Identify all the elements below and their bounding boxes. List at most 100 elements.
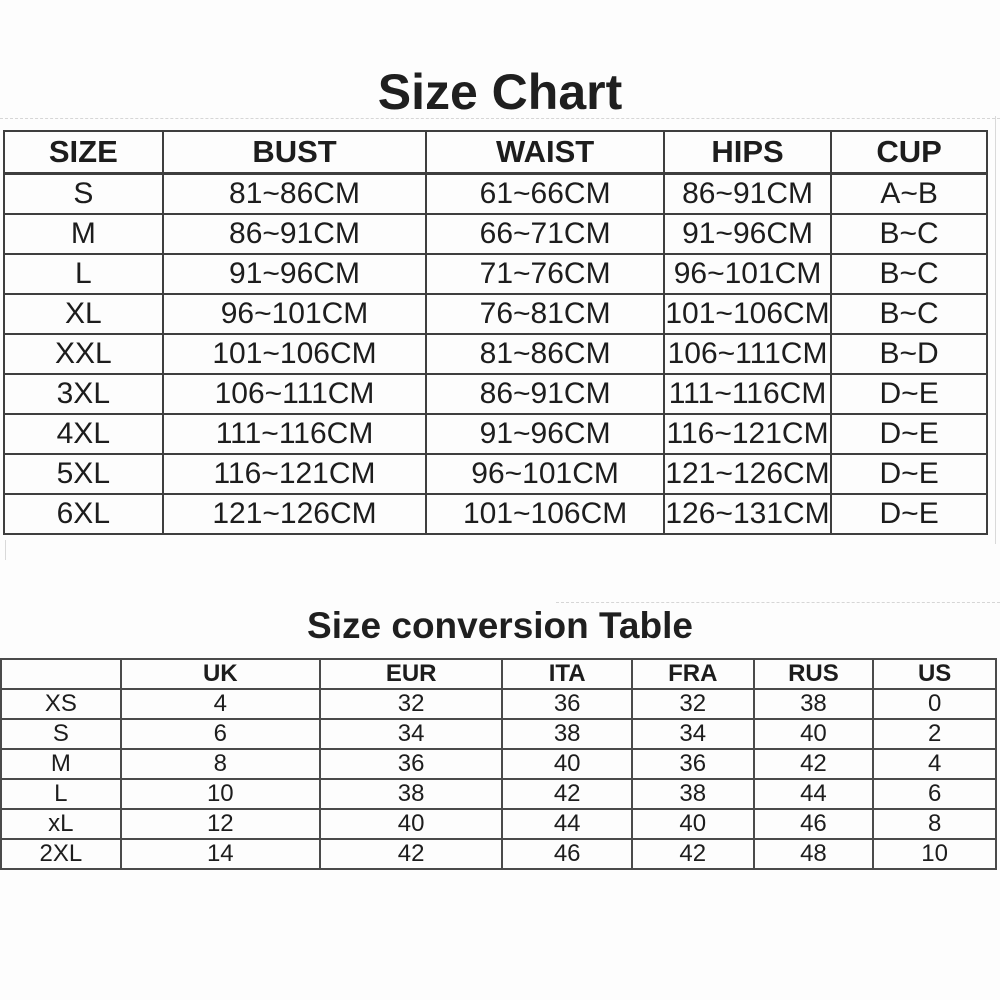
conversion-table: UK EUR ITA FRA RUS US XS 4 32 36 32 38 0 S 6 34 38 34 40 2…	[0, 658, 997, 870]
table-cell: 42	[752, 748, 875, 780]
row-label-cell: S	[0, 718, 122, 750]
table-cell: 48	[752, 838, 875, 870]
table-cell: 36	[501, 688, 633, 720]
table-cell: 32	[630, 688, 755, 720]
table-cell: D~E	[830, 413, 988, 455]
table-cell: 111~116CM	[662, 373, 833, 415]
row-label-cell: S	[3, 172, 164, 215]
table-cell: 116~121CM	[161, 453, 428, 495]
table-cell: 61~66CM	[425, 172, 665, 215]
column-header: HIPS	[662, 130, 833, 175]
table-cell: 40	[752, 718, 875, 750]
table-cell: 106~111CM	[662, 333, 833, 375]
faint-gridline-right	[995, 116, 996, 544]
column-header: BUST	[161, 130, 428, 175]
table-cell: 96~101CM	[425, 453, 665, 495]
table-row: xL 12 40 44 40 46 8	[0, 808, 997, 840]
table-cell: 42	[501, 778, 633, 810]
table-cell: 8	[872, 808, 997, 840]
table-cell: 76~81CM	[425, 293, 665, 335]
table-cell: 81~86CM	[425, 333, 665, 375]
table-cell: A~B	[830, 172, 988, 215]
size-chart-table: SIZE BUST WAIST HIPS CUP S 81~86CM 61~66CM 86~9…	[3, 130, 988, 535]
table-cell: 10	[119, 778, 321, 810]
table-cell: 36	[630, 748, 755, 780]
column-header: UK	[119, 658, 321, 690]
row-label-cell: M	[0, 748, 122, 780]
column-header: EUR	[318, 658, 504, 690]
table-cell: 40	[630, 808, 755, 840]
size-chart-title: Size Chart	[377, 64, 623, 120]
table-cell: 2	[872, 718, 997, 750]
row-label-cell: L	[3, 253, 164, 295]
table-cell: 34	[630, 718, 755, 750]
table-row: M 8 36 40 36 42 4	[0, 748, 997, 780]
table-cell: 66~71CM	[425, 213, 665, 255]
table-cell: 6	[119, 718, 321, 750]
table-cell: 86~91CM	[662, 172, 833, 215]
row-label-cell: 4XL	[3, 413, 164, 455]
table-row: 2XL 14 42 46 42 48 10	[0, 838, 997, 870]
row-label-cell: L	[0, 778, 122, 810]
table-cell: 10	[872, 838, 997, 870]
table-row: 4XL 111~116CM 91~96CM 116~121CM D~E	[3, 413, 988, 455]
row-label-cell: XXL	[3, 333, 164, 375]
faint-gridline-bottom-stub	[5, 540, 6, 560]
table-cell: 101~106CM	[161, 333, 428, 375]
table-cell: 91~96CM	[662, 213, 833, 255]
column-header: CUP	[830, 130, 988, 175]
conversion-table-title: Size conversion Table	[307, 605, 693, 646]
table-cell: 4	[119, 688, 321, 720]
size-chart-header: SIZE BUST WAIST HIPS CUP	[3, 130, 988, 175]
table-cell: D~E	[830, 453, 988, 495]
row-label-cell: XS	[0, 688, 122, 720]
table-cell: 106~111CM	[161, 373, 428, 415]
table-row: S 6 34 38 34 40 2	[0, 718, 997, 750]
conversion-table-header: UK EUR ITA FRA RUS US	[0, 658, 997, 690]
table-cell: B~C	[830, 213, 988, 255]
table-cell: 38	[630, 778, 755, 810]
table-cell: 36	[318, 748, 504, 780]
column-header: SIZE	[3, 130, 164, 175]
row-label-cell: 5XL	[3, 453, 164, 495]
column-header: FRA	[630, 658, 755, 690]
table-cell: 44	[501, 808, 633, 840]
table-cell: 12	[119, 808, 321, 840]
table-row: L 91~96CM 71~76CM 96~101CM B~C	[3, 253, 988, 295]
faint-gridline-top	[0, 118, 1000, 119]
table-row: 5XL 116~121CM 96~101CM 121~126CM D~E	[3, 453, 988, 495]
size-chart-body: S 81~86CM 61~66CM 86~91CM A~B M 86~91CM 66~71CM…	[3, 172, 988, 535]
table-cell: B~C	[830, 253, 988, 295]
table-cell: 111~116CM	[161, 413, 428, 455]
table-row: XXL 101~106CM 81~86CM 106~111CM B~D	[3, 333, 988, 375]
table-row: M 86~91CM 66~71CM 91~96CM B~C	[3, 213, 988, 255]
table-cell: 38	[501, 718, 633, 750]
row-label-cell: XL	[3, 293, 164, 335]
table-cell: 0	[872, 688, 997, 720]
table-row: L 10 38 42 38 44 6	[0, 778, 997, 810]
table-cell: 4	[872, 748, 997, 780]
row-label-cell: 6XL	[3, 493, 164, 535]
table-cell: 42	[318, 838, 504, 870]
table-row: 3XL 106~111CM 86~91CM 111~116CM D~E	[3, 373, 988, 415]
faint-gridline-middle	[556, 602, 1000, 603]
table-cell: 101~106CM	[662, 293, 833, 335]
table-cell: 14	[119, 838, 321, 870]
header-row: SIZE BUST WAIST HIPS CUP	[3, 130, 988, 175]
table-cell: 116~121CM	[662, 413, 833, 455]
table-cell: 34	[318, 718, 504, 750]
table-cell: 121~126CM	[161, 493, 428, 535]
table-cell: B~D	[830, 333, 988, 375]
table-cell: 38	[318, 778, 504, 810]
table-cell: D~E	[830, 493, 988, 535]
table-cell: 6	[872, 778, 997, 810]
table-row: XS 4 32 36 32 38 0	[0, 688, 997, 720]
table-cell: 32	[318, 688, 504, 720]
table-cell: 126~131CM	[662, 493, 833, 535]
table-cell: D~E	[830, 373, 988, 415]
conversion-table-body: XS 4 32 36 32 38 0 S 6 34 38 34 40 2 M 8 36 40 36 42 4 L 10 38 4…	[0, 688, 997, 870]
row-label-cell: 2XL	[0, 838, 122, 870]
table-row: S 81~86CM 61~66CM 86~91CM A~B	[3, 172, 988, 215]
table-cell: 71~76CM	[425, 253, 665, 295]
